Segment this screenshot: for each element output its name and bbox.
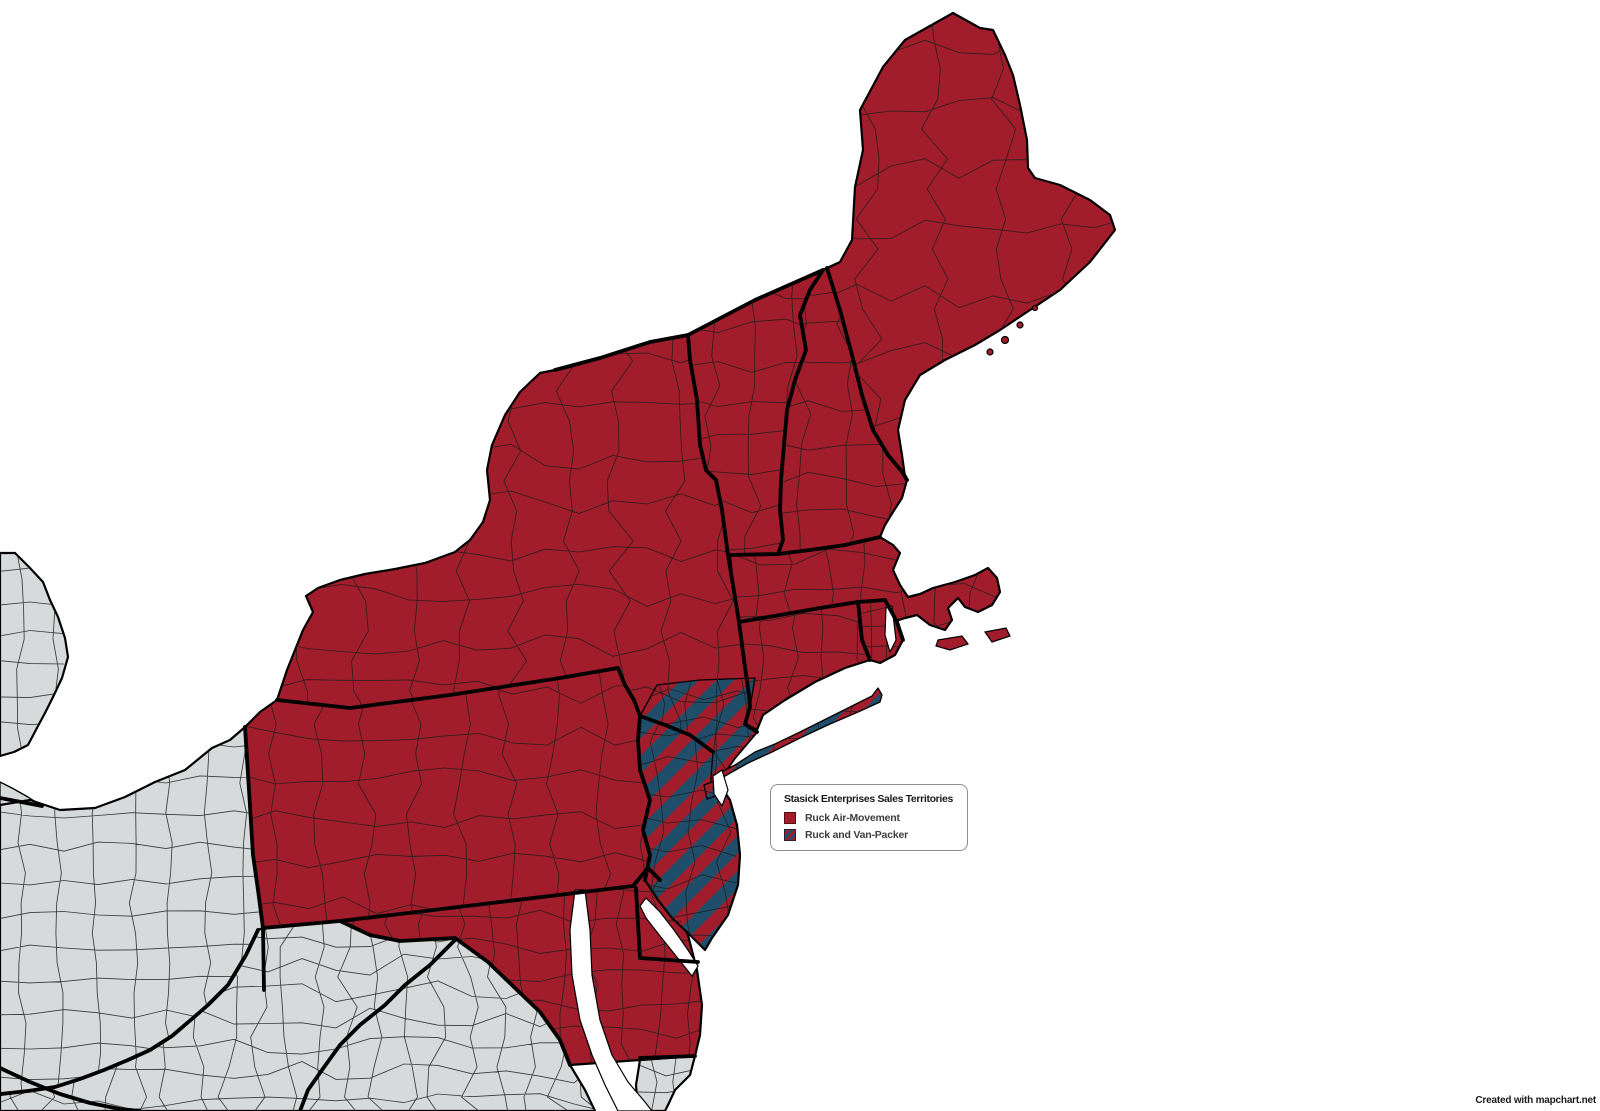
delaware-bay — [639, 897, 699, 977]
state-michigan[interactable] — [0, 551, 70, 758]
marthas-vineyard-island[interactable] — [935, 635, 969, 651]
legend-item-label: Ruck and Van-Packer — [805, 829, 908, 841]
border-vt-nh — [776, 268, 825, 556]
border-mi-oh — [0, 796, 44, 808]
border-potomac — [338, 919, 572, 1067]
border-ny-ma-ct — [726, 553, 759, 734]
legend-title: Stasick Enterprises Sales Territories — [784, 793, 953, 805]
region-long-island[interactable] — [714, 687, 883, 781]
maine-coast-island — [1031, 304, 1039, 312]
border-wv-va — [298, 938, 457, 1111]
border-ny-pa-nj — [275, 666, 652, 882]
border-ma-south — [737, 598, 887, 624]
state-pennsylvania[interactable] — [243, 666, 652, 930]
red-blue-striped-swatch-icon — [784, 829, 796, 841]
maine-coast-island — [1000, 335, 1010, 345]
border-ky — [0, 1066, 142, 1111]
legend-item-ruck-air-movement: Ruck Air-Movement — [784, 812, 954, 824]
unassigned-states — [0, 551, 697, 1111]
border-de-md — [634, 886, 700, 964]
county-lines-ma — [730, 537, 999, 630]
county-lines-mi — [0, 553, 65, 756]
border-ma-north — [728, 535, 882, 557]
county-lines-vadel — [636, 1056, 695, 1111]
state-borders — [0, 266, 909, 1111]
border-nh-me — [825, 266, 909, 482]
maine-coast-island — [986, 348, 994, 356]
legend-item-label: Ruck Air-Movement — [805, 812, 900, 824]
chesapeake-bay — [569, 889, 653, 1111]
maine-coast-island — [1016, 321, 1024, 329]
border-ny-nj — [638, 714, 715, 754]
state-maine[interactable] — [825, 11, 1117, 479]
attribution-text: Created with mapchart.net — [1475, 1095, 1596, 1106]
border-ny-vt — [686, 333, 730, 557]
islands — [935, 304, 1039, 651]
nantucket-island[interactable] — [983, 627, 1011, 643]
legend[interactable]: Stasick Enterprises Sales Territories Ru… — [770, 784, 968, 851]
border-md-va-delmarva — [638, 1054, 697, 1060]
border-ohio-river — [0, 928, 260, 1096]
border-canada — [553, 268, 825, 372]
border-ri — [856, 598, 905, 662]
solid-red-swatch-icon — [784, 812, 796, 824]
new-york-harbor — [712, 769, 729, 807]
county-lines-pa — [245, 668, 650, 928]
legend-item-ruck-van-packer: Ruck and Van-Packer — [784, 829, 954, 841]
border-oh-pa-wv — [243, 725, 266, 992]
